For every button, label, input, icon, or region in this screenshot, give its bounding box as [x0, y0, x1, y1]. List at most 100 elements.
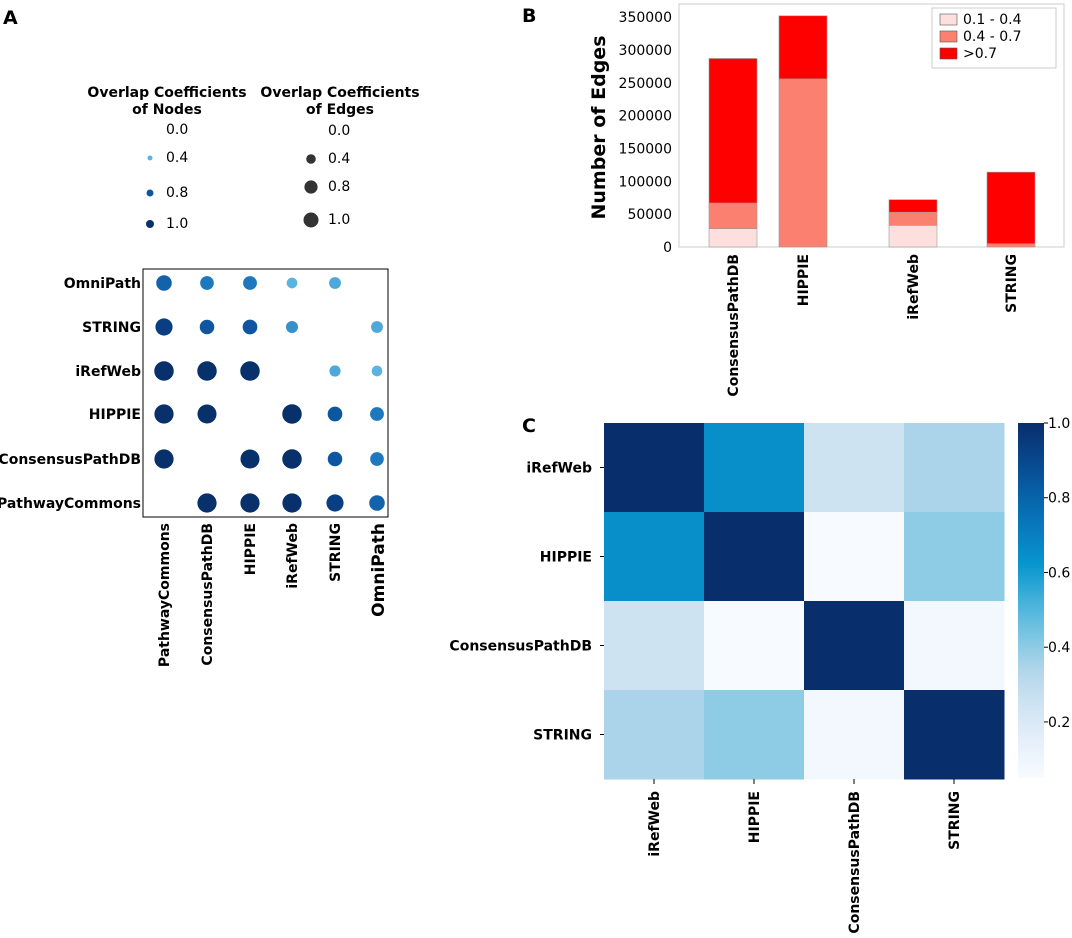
bar-irefweb-0-1-0-4: [888, 225, 938, 248]
bar-string-0-4-0-7: [986, 243, 1036, 248]
heatmap-col-label-string: STRING: [947, 791, 963, 850]
legend-node-label-1-0: 1.0: [166, 216, 188, 232]
bubble-irefweb-consensuspathdb: [197, 361, 217, 381]
legend-edge-label-0-8: 0.8: [328, 179, 350, 195]
bubble-omnipath-consensuspathdb: [200, 276, 214, 290]
bubble-string-omnipath: [371, 321, 383, 333]
bubble-irefweb-pathwaycommons: [154, 361, 174, 381]
bubble-pathwaycommons-irefweb: [282, 493, 302, 513]
y-tick-label-300000: 300000: [619, 43, 672, 59]
bubble-omnipath-string: [329, 277, 341, 289]
column-label-irefweb: iRefWeb: [285, 523, 301, 589]
heatmap-cell-string-hippie: [704, 690, 805, 780]
heatmap-cell-irefweb-string: [904, 423, 1005, 513]
heatmap-cell-hippie-hippie: [704, 512, 805, 602]
heatmap-row-label-hippie: HIPPIE: [540, 550, 592, 566]
heatmap-cell-irefweb-irefweb: [604, 423, 705, 513]
panel-b-plot-frame: [678, 3, 1065, 248]
column-label-omnipath: OmniPath: [369, 523, 389, 617]
bubble-pathwaycommons-hippie: [240, 493, 260, 513]
heatmap-cell-irefweb-hippie: [704, 423, 805, 513]
panel-a-plot-frame: [142, 268, 389, 518]
bubble-consensuspathdb-irefweb: [282, 449, 302, 469]
y-axis-label: Number of Edges: [588, 35, 610, 219]
legend-edge-marker-0-8: [304, 180, 318, 194]
bar-consensuspathdb-0-7: [708, 58, 758, 204]
panel-c-heatmap: iRefWeb iRefWeb HIPPIE HIPPIE ConsensusPathD…: [449, 416, 1070, 934]
legend-label-0-7: >0.7: [963, 46, 997, 62]
panel-b-letter: B: [522, 5, 536, 27]
column-label-string: STRING: [328, 523, 344, 582]
bubble-pathwaycommons-omnipath: [369, 495, 385, 511]
heatmap-col-label-consensuspathdb: ConsensusPathDB: [847, 791, 863, 934]
row-label-consensuspathdb: ConsensusPathDB: [0, 452, 141, 468]
heatmap-cell-consensuspathdb-string: [904, 601, 1005, 691]
colorbar-label-0-2: 0.2: [1048, 715, 1070, 731]
legend-node-marker-0-4: [147, 155, 153, 161]
legend-node-marker-1-0: [146, 220, 154, 228]
bubble-consensuspathdb-string: [327, 451, 343, 467]
y-tick-label-250000: 250000: [619, 76, 672, 92]
bubble-omnipath-pathwaycommons: [156, 275, 172, 291]
y-tick-label-150000: 150000: [619, 141, 672, 157]
bubble-string-irefweb: [286, 321, 298, 333]
y-tick-label-0: 0: [663, 240, 672, 256]
legend-label-0-4-0-7: 0.4 - 0.7: [963, 29, 1021, 45]
panel-b-legend: 0.1 - 0.40.4 - 0.7>0.7: [931, 7, 1057, 69]
legend-edge-label-0-0: 0.0: [328, 123, 350, 139]
bubble-omnipath-irefweb: [286, 277, 298, 289]
row-label-hippie: HIPPIE: [89, 407, 141, 423]
legend-edges-title-line1: Overlap Coefficients: [260, 85, 419, 101]
heatmap-cell-hippie-consensuspathdb: [804, 512, 905, 602]
legend-edge-label-0-4: 0.4: [328, 151, 350, 167]
colorbar-label-0-6: 0.6: [1048, 565, 1070, 581]
heatmap-cell-hippie-string: [904, 512, 1005, 602]
bubble-pathwaycommons-consensuspathdb: [197, 493, 217, 513]
bubble-hippie-consensuspathdb: [197, 404, 217, 424]
bubble-irefweb-string: [329, 365, 341, 377]
legend-node-marker-0-8: [146, 189, 154, 197]
bubble-hippie-string: [327, 406, 343, 422]
legend-edge-marker-1-0: [303, 212, 319, 228]
y-tick-label-200000: 200000: [619, 109, 672, 125]
x-tick-label-irefweb: iRefWeb: [906, 254, 922, 320]
colorbar-label-0-8: 0.8: [1048, 491, 1070, 507]
heatmap-row-label-consensuspathdb: ConsensusPathDB: [449, 639, 592, 655]
heatmap-row-label-string: STRING: [533, 728, 592, 744]
legend-label-0-1-0-4: 0.1 - 0.4: [963, 12, 1022, 28]
panel-b-stacked-bar-chart: 0 50000 100000 150000 200000 250000 300000 3500…: [588, 3, 1065, 397]
x-tick-label-hippie: HIPPIE: [796, 254, 812, 306]
heatmap-col-label-hippie: HIPPIE: [747, 791, 763, 843]
heatmap-cell-irefweb-consensuspathdb: [804, 423, 905, 513]
bar-consensuspathdb-0-4-0-7: [708, 202, 758, 229]
legend-swatch-0-1-0-4: [939, 13, 958, 26]
bar-consensuspathdb-0-1-0-4: [708, 228, 758, 248]
column-label-hippie: HIPPIE: [243, 523, 259, 575]
legend-swatch-0-4-0-7: [939, 30, 958, 43]
bar-string-0-7: [986, 171, 1036, 245]
bubble-hippie-pathwaycommons: [154, 404, 174, 424]
legend-node-label-0-8: 0.8: [166, 185, 188, 201]
bubble-string-consensuspathdb: [199, 319, 215, 335]
bubble-irefweb-omnipath: [371, 365, 383, 377]
bar-irefweb-0-7: [888, 199, 938, 213]
colorbar-label-1-0: 1.0: [1048, 416, 1070, 432]
colorbar-label-0-4: 0.4: [1048, 640, 1070, 656]
column-label-pathwaycommons: PathwayCommons: [157, 523, 173, 667]
row-label-irefweb: iRefWeb: [75, 364, 141, 380]
heatmap-cell-consensuspathdb-hippie: [704, 601, 805, 691]
heatmap-cell-string-consensuspathdb: [804, 690, 905, 780]
row-label-string: STRING: [82, 320, 141, 336]
row-label-pathwaycommons: PathwayCommons: [0, 496, 141, 512]
legend-node-label-0-0: 0.0: [166, 122, 188, 138]
bar-irefweb-0-4-0-7: [888, 211, 938, 226]
panel-c-letter: C: [522, 415, 536, 437]
y-tick-label-100000: 100000: [619, 174, 672, 190]
legend-node-label-0-4: 0.4: [166, 150, 188, 166]
legend-nodes-title-line2: of Nodes: [132, 102, 202, 118]
legend-edge-marker-0-4: [306, 154, 316, 164]
heatmap-cell-hippie-irefweb: [604, 512, 705, 602]
heatmap-col-label-irefweb: iRefWeb: [647, 791, 663, 857]
